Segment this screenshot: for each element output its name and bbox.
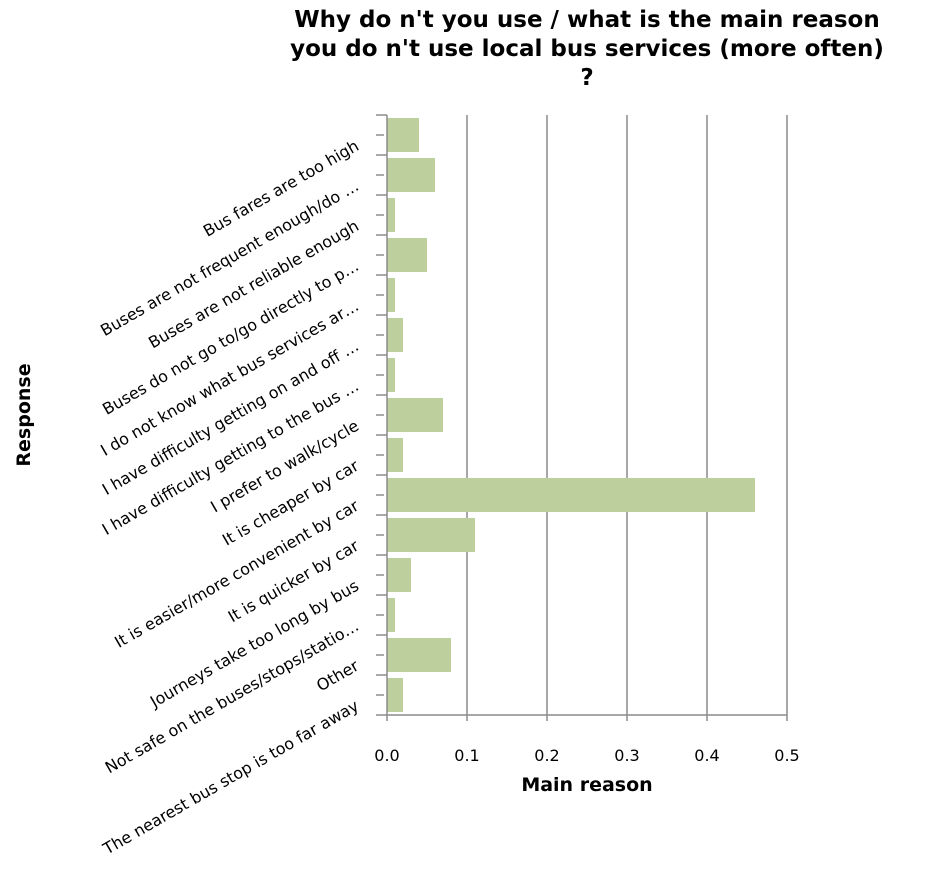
bar [387, 198, 395, 232]
y-tick-label: Other [313, 656, 362, 695]
chart-title-line-2: you do n't use local bus services (more … [290, 36, 884, 62]
x-tick-label: 0.0 [374, 746, 399, 765]
bar [387, 678, 403, 712]
x-tick-label: 0.5 [774, 746, 799, 765]
axes [376, 114, 788, 721]
bar [387, 558, 411, 592]
y-axis-title: Response [13, 363, 35, 466]
bar [387, 238, 427, 272]
bar [387, 358, 395, 392]
chart-title-line-1: Why do n't you use / what is the main re… [294, 7, 880, 33]
bar [387, 438, 403, 472]
x-tick-label: 0.1 [454, 746, 479, 765]
bar [387, 318, 403, 352]
bar [387, 598, 395, 632]
bar [387, 478, 755, 512]
bar [387, 118, 419, 152]
grid-lines [466, 115, 788, 715]
y-tick-label: The nearest bus stop is too far away [99, 696, 362, 859]
chart-title: Why do n't you use / what is the main re… [240, 6, 934, 93]
x-axis-title: Main reason [521, 774, 652, 796]
bar [387, 518, 475, 552]
bar [387, 638, 451, 672]
x-tick-label: 0.3 [614, 746, 639, 765]
bars [387, 118, 755, 712]
bar [387, 278, 395, 312]
chart-title-line-3: ? [580, 65, 594, 91]
bar [387, 398, 443, 432]
x-tick-label: 0.4 [694, 746, 719, 765]
x-tick-label: 0.2 [534, 746, 559, 765]
bar [387, 158, 435, 192]
